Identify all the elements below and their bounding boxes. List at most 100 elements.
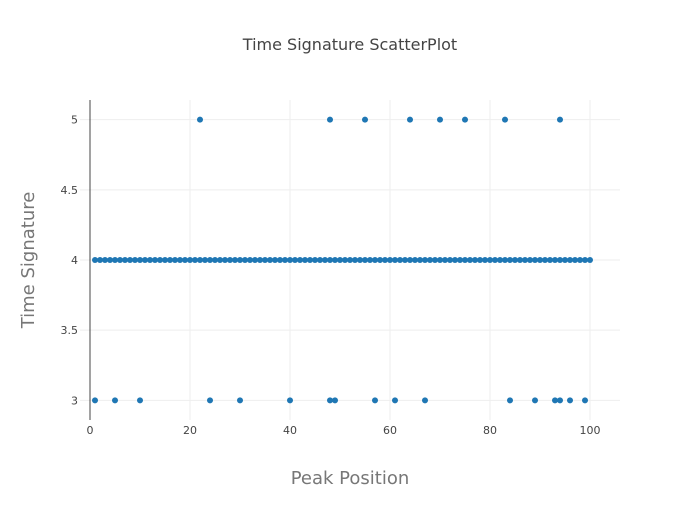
data-point	[177, 257, 183, 263]
data-point	[472, 257, 478, 263]
data-point	[317, 257, 323, 263]
data-point	[297, 257, 303, 263]
data-point	[182, 257, 188, 263]
data-point	[112, 257, 118, 263]
data-point	[327, 116, 333, 123]
data-point	[422, 257, 428, 263]
data-point	[402, 257, 408, 263]
data-point	[587, 257, 593, 263]
data-point	[467, 257, 473, 263]
data-point	[582, 397, 588, 404]
data-point	[147, 257, 153, 263]
data-point	[532, 397, 538, 404]
data-point	[412, 257, 418, 263]
data-point	[162, 257, 168, 263]
data-point	[527, 257, 533, 263]
data-point	[142, 257, 148, 263]
data-point	[207, 397, 213, 404]
data-point	[337, 257, 343, 263]
y-axis-title: Time Signature	[18, 192, 39, 330]
data-point	[327, 397, 333, 404]
data-point	[567, 397, 573, 404]
data-point	[552, 397, 558, 404]
data-point	[92, 257, 98, 263]
data-point	[197, 116, 203, 123]
data-point	[277, 257, 283, 263]
y-tick-label: 5	[71, 114, 78, 127]
y-tick-label: 4.5	[61, 184, 79, 197]
data-point	[562, 257, 568, 263]
data-point	[357, 257, 363, 263]
data-point	[172, 257, 178, 263]
data-point	[507, 257, 513, 263]
data-point	[547, 257, 553, 263]
data-point	[187, 257, 193, 263]
data-point	[437, 116, 443, 123]
data-point	[417, 257, 423, 263]
data-point	[152, 257, 158, 263]
data-point	[92, 397, 98, 404]
data-point	[322, 257, 328, 263]
data-point	[502, 257, 508, 263]
data-point	[257, 257, 263, 263]
data-point	[312, 257, 318, 263]
data-point	[252, 257, 258, 263]
data-point	[387, 257, 393, 263]
data-point	[542, 257, 548, 263]
data-point	[232, 257, 238, 263]
data-point	[362, 116, 368, 123]
data-point	[407, 116, 413, 123]
data-point	[537, 257, 543, 263]
data-point	[487, 257, 493, 263]
data-point	[167, 257, 173, 263]
data-point	[107, 257, 113, 263]
x-tick-label: 0	[87, 424, 94, 437]
data-point	[557, 257, 563, 263]
data-point	[437, 257, 443, 263]
data-point	[282, 257, 288, 263]
data-point	[372, 257, 378, 263]
data-point	[492, 257, 498, 263]
data-point	[207, 257, 213, 263]
x-axis-title: Peak Position	[291, 468, 410, 489]
data-point	[482, 257, 488, 263]
data-point	[462, 257, 468, 263]
data-point	[227, 257, 233, 263]
data-point	[332, 397, 338, 404]
data-point	[557, 116, 563, 123]
data-point	[352, 257, 358, 263]
data-point	[382, 257, 388, 263]
data-point	[127, 257, 133, 263]
data-point	[432, 257, 438, 263]
data-point	[102, 257, 108, 263]
y-tick-label: 4	[71, 254, 78, 267]
data-point	[447, 257, 453, 263]
data-point	[202, 257, 208, 263]
data-point	[557, 397, 563, 404]
data-point	[522, 257, 528, 263]
data-point	[272, 257, 278, 263]
y-tick-label: 3	[71, 394, 78, 407]
data-point	[462, 116, 468, 123]
data-point	[347, 257, 353, 263]
data-point	[502, 116, 508, 123]
data-point	[532, 257, 538, 263]
data-point	[302, 257, 308, 263]
data-point	[377, 257, 383, 263]
x-tick-label: 40	[283, 424, 297, 437]
data-point	[287, 397, 293, 404]
data-point	[192, 257, 198, 263]
data-point	[372, 397, 378, 404]
data-point	[397, 257, 403, 263]
data-point	[197, 257, 203, 263]
data-point	[567, 257, 573, 263]
data-point	[392, 397, 398, 404]
data-point	[407, 257, 413, 263]
data-point	[572, 257, 578, 263]
data-point	[427, 257, 433, 263]
data-point	[292, 257, 298, 263]
x-tick-label: 20	[183, 424, 197, 437]
data-point	[237, 257, 243, 263]
data-point	[367, 257, 373, 263]
